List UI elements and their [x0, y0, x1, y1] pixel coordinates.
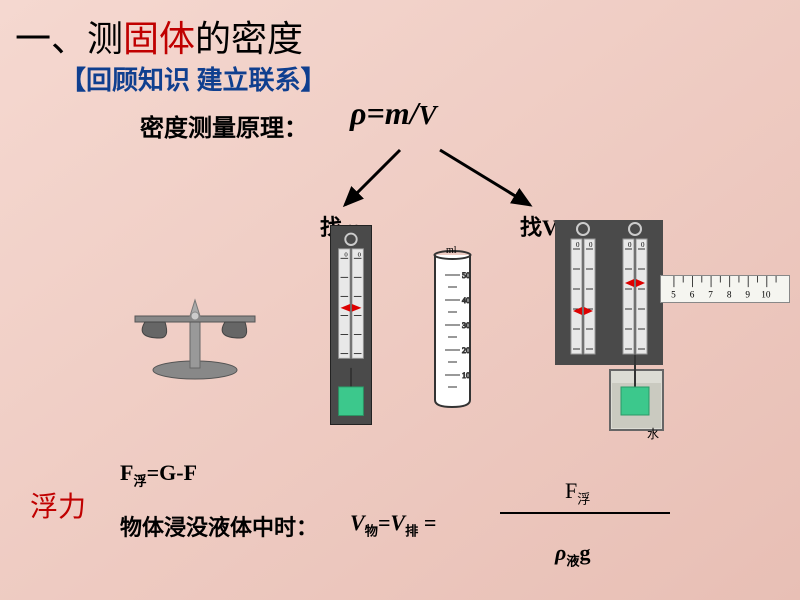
title-prefix: 一、测 [15, 19, 123, 59]
spring-scale-1: 0 0 [330, 225, 372, 425]
equation-2-label: 物体浸没液体中时： [120, 510, 318, 542]
subtitle-open: 【 [60, 66, 86, 95]
frac-den-sub: 液 [566, 553, 579, 568]
subtitle: 【回顾知识 建立联系】 [60, 60, 327, 97]
fraction-line [500, 512, 670, 514]
svg-text:5: 5 [671, 290, 676, 300]
svg-text:8: 8 [727, 290, 732, 300]
svg-text:6: 6 [690, 290, 695, 300]
svg-text:0: 0 [589, 241, 593, 249]
frac-sub: 浮 [577, 491, 590, 506]
principle-label: 密度测量原理： [140, 108, 308, 143]
svg-text:0: 0 [576, 241, 580, 249]
svg-text:0: 0 [628, 241, 632, 249]
svg-text:30: 30 [462, 321, 470, 330]
eq2-eq2: = [418, 510, 436, 535]
fraction-numerator: F浮 [565, 478, 590, 507]
formula-main: ρ=m/ [350, 95, 419, 131]
frac-f: F [565, 478, 577, 503]
eq2-v1: V [350, 510, 365, 535]
svg-text:ml: ml [446, 245, 457, 256]
title-suffix: 的密度 [195, 19, 303, 59]
balance-scale-icon [120, 280, 270, 380]
eq2-v2sub: 排 [405, 523, 418, 538]
find-v-label: 找V [520, 210, 558, 242]
svg-text:7: 7 [708, 290, 713, 300]
svg-text:9: 9 [745, 290, 750, 300]
svg-text:水: 水 [647, 427, 659, 440]
subtitle-close: 】 [301, 66, 327, 95]
svg-text:50: 50 [462, 271, 470, 280]
equation-1: F浮=G-F [120, 460, 197, 489]
buoyancy-label: 浮力 [30, 485, 86, 525]
eq2-eq1: = [378, 510, 391, 535]
page-title: 一、测固体的密度 [15, 10, 303, 62]
ruler-icon: 5 6 7 8 9 10 [660, 275, 790, 303]
svg-text:0: 0 [641, 241, 645, 249]
spring-scale-2-with-water: 0 0 0 0 水 [555, 215, 665, 440]
eq2-v1sub: 物 [365, 523, 378, 538]
equation-2-formula: V物=V排 = [350, 510, 436, 539]
formula-v: V [419, 100, 437, 130]
measuring-cylinder-icon: ml 50 40 30 20 10 [430, 245, 475, 410]
eq1-sub: 浮 [133, 473, 146, 488]
svg-text:20: 20 [462, 346, 470, 355]
svg-text:40: 40 [462, 296, 470, 305]
eq2-v2: V [390, 510, 405, 535]
eq1-f: F [120, 460, 133, 485]
svg-text:10: 10 [761, 290, 771, 300]
frac-g: g [580, 540, 591, 565]
frac-rho: ρ [555, 540, 566, 565]
title-highlight: 固体 [123, 19, 195, 59]
density-formula: ρ=m/V [350, 95, 437, 132]
fraction-denominator: ρ液g [555, 540, 591, 569]
eq1-rest: =G-F [147, 460, 197, 485]
subtitle-text: 回顾知识 建立联系 [86, 66, 301, 95]
svg-text:10: 10 [462, 371, 470, 380]
